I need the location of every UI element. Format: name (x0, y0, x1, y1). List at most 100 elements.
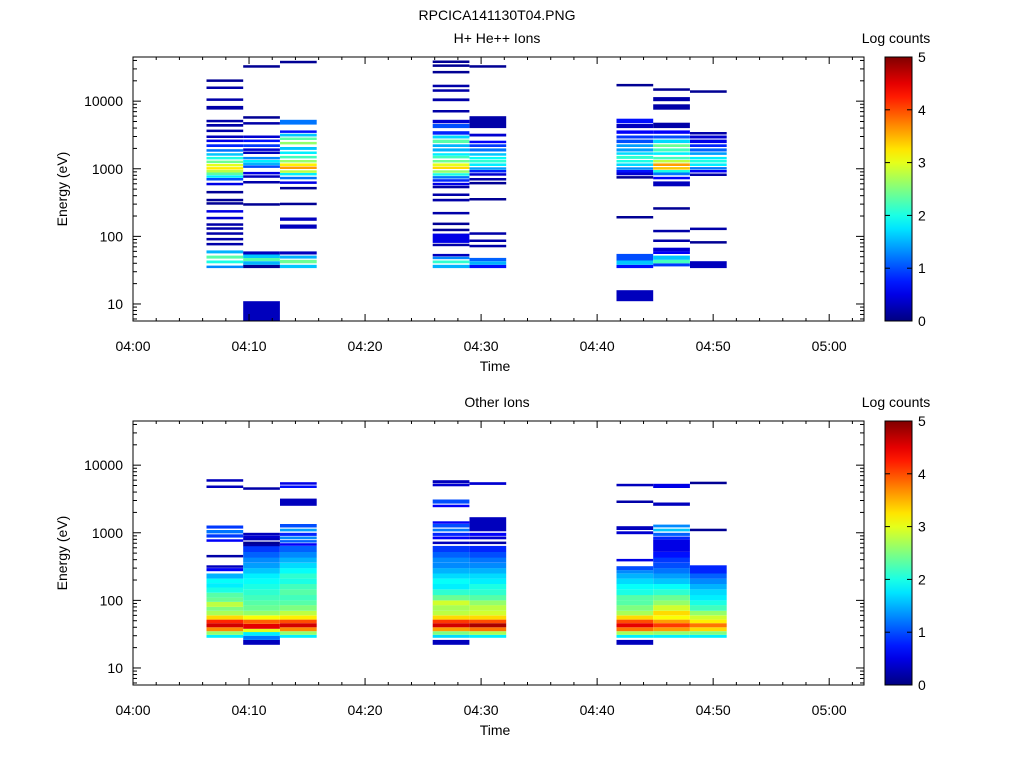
x-tick-label: 04:20 (348, 702, 383, 718)
heatmap-cell (432, 228, 470, 232)
heatmap-cell (280, 568, 317, 574)
heatmap-cell (432, 605, 470, 611)
heatmap-cell (653, 557, 690, 563)
heatmap-cell (469, 552, 507, 558)
heatmap-cell (469, 156, 507, 160)
heatmap-cell (280, 160, 317, 163)
heatmap-cell (243, 610, 280, 616)
heatmap-cell (206, 170, 244, 173)
heatmap-cell (243, 635, 280, 640)
heatmap-cell (243, 628, 280, 633)
heatmap-cell (469, 181, 507, 185)
heatmap-cell (243, 552, 280, 558)
heatmap-cell (280, 133, 317, 137)
heatmap-cell (616, 639, 654, 645)
heatmap-cell (243, 557, 280, 563)
heatmap-cell (469, 568, 507, 574)
heatmap-cell (469, 557, 507, 563)
heatmap-cell (432, 568, 470, 574)
heatmap-cell (616, 623, 654, 628)
heatmap-cell (280, 524, 317, 528)
heatmap-cell (616, 483, 654, 487)
heatmap-cell (243, 257, 280, 262)
heatmap-cell (690, 619, 727, 624)
heatmap-cell (432, 610, 470, 616)
heatmap-cell (653, 148, 690, 152)
heatmap-cell (469, 160, 507, 163)
heatmap-cell (653, 627, 690, 632)
heatmap-cell (690, 139, 727, 144)
heatmap-cell (432, 198, 470, 202)
heatmap-cell (616, 634, 654, 638)
heatmap-cell (206, 250, 244, 254)
heatmap-cell (690, 173, 727, 176)
heatmap-cell (280, 543, 317, 546)
axes: 04:00 04:10 04:20 04:30 04:40 04:50 05:00 10 100… (84, 421, 864, 718)
heatmap-cell (616, 176, 654, 179)
heatmap-cell (653, 263, 690, 267)
heatmap-cell (469, 170, 507, 173)
heatmap-cell (432, 583, 470, 590)
heatmap-cell (243, 562, 280, 569)
heatmap-cell (653, 615, 690, 620)
heatmap-cell (432, 173, 470, 176)
heatmap-cell (690, 160, 727, 163)
heatmap-cell (616, 589, 654, 596)
heatmap-cell (243, 615, 280, 620)
heatmap-cell (432, 557, 470, 563)
heatmap-cell (469, 482, 507, 485)
heatmap-cell (616, 124, 654, 129)
axes: 04:00 04:10 04:20 04:30 04:40 04:50 05:00 10 100… (84, 57, 864, 354)
heatmap-cell (432, 631, 470, 635)
colorbar-tick-label: 1 (918, 624, 926, 640)
heatmap-cell (653, 172, 690, 176)
heatmap-cell (432, 573, 470, 579)
colorbar-tick-label: 2 (918, 207, 926, 223)
heatmap-cell (616, 570, 654, 574)
heatmap-cell (469, 163, 507, 166)
heatmap-cell (280, 536, 317, 540)
heatmap-cell (469, 589, 507, 596)
heatmap-cell (616, 172, 654, 176)
heatmap-cell (432, 119, 470, 124)
heatmap-cell (469, 133, 507, 137)
heatmap-cell (432, 160, 470, 163)
heatmap-cell (690, 573, 727, 579)
heatmap-cell (432, 84, 470, 88)
heatmap-cell (432, 124, 470, 129)
panel-title: H+ He++ Ions (454, 30, 541, 46)
heatmap-cell (243, 135, 280, 138)
heatmap-cell (280, 498, 317, 506)
heatmap-cell (469, 239, 507, 242)
heatmap-cell (432, 185, 470, 189)
x-tick-label: 04:10 (232, 702, 267, 718)
heatmap-cell (280, 589, 317, 596)
heatmap-cell (432, 166, 470, 169)
heatmap-cell (243, 639, 280, 645)
heatmap-cell (280, 166, 317, 169)
heatmap-cell (653, 631, 690, 635)
heatmap-cell (432, 253, 470, 257)
heatmap-cell (653, 88, 690, 91)
y-tick-label: 1000 (92, 525, 123, 541)
heatmap-cell (469, 541, 507, 545)
heatmap-cell (280, 119, 317, 125)
heatmap-cell (280, 224, 317, 229)
heatmap-cell (690, 90, 727, 93)
colorbar-gradient (884, 420, 913, 686)
heatmap-cell (243, 156, 280, 160)
heatmap-cell (469, 232, 507, 235)
heatmap-cell (690, 605, 727, 611)
heatmap-cell (616, 573, 654, 579)
heatmap-cell (243, 148, 280, 151)
heatmap-cell (616, 148, 654, 152)
heatmap-cell (616, 583, 654, 590)
heatmap-cell (432, 163, 470, 166)
heatmap-cell (206, 105, 244, 110)
heatmap-cell (616, 566, 654, 571)
heatmap-cell (243, 175, 280, 178)
heatmap-cell (432, 595, 470, 601)
heatmap-cell (616, 290, 654, 302)
heatmap-cell (280, 600, 317, 606)
heatmap-cell (206, 190, 244, 194)
